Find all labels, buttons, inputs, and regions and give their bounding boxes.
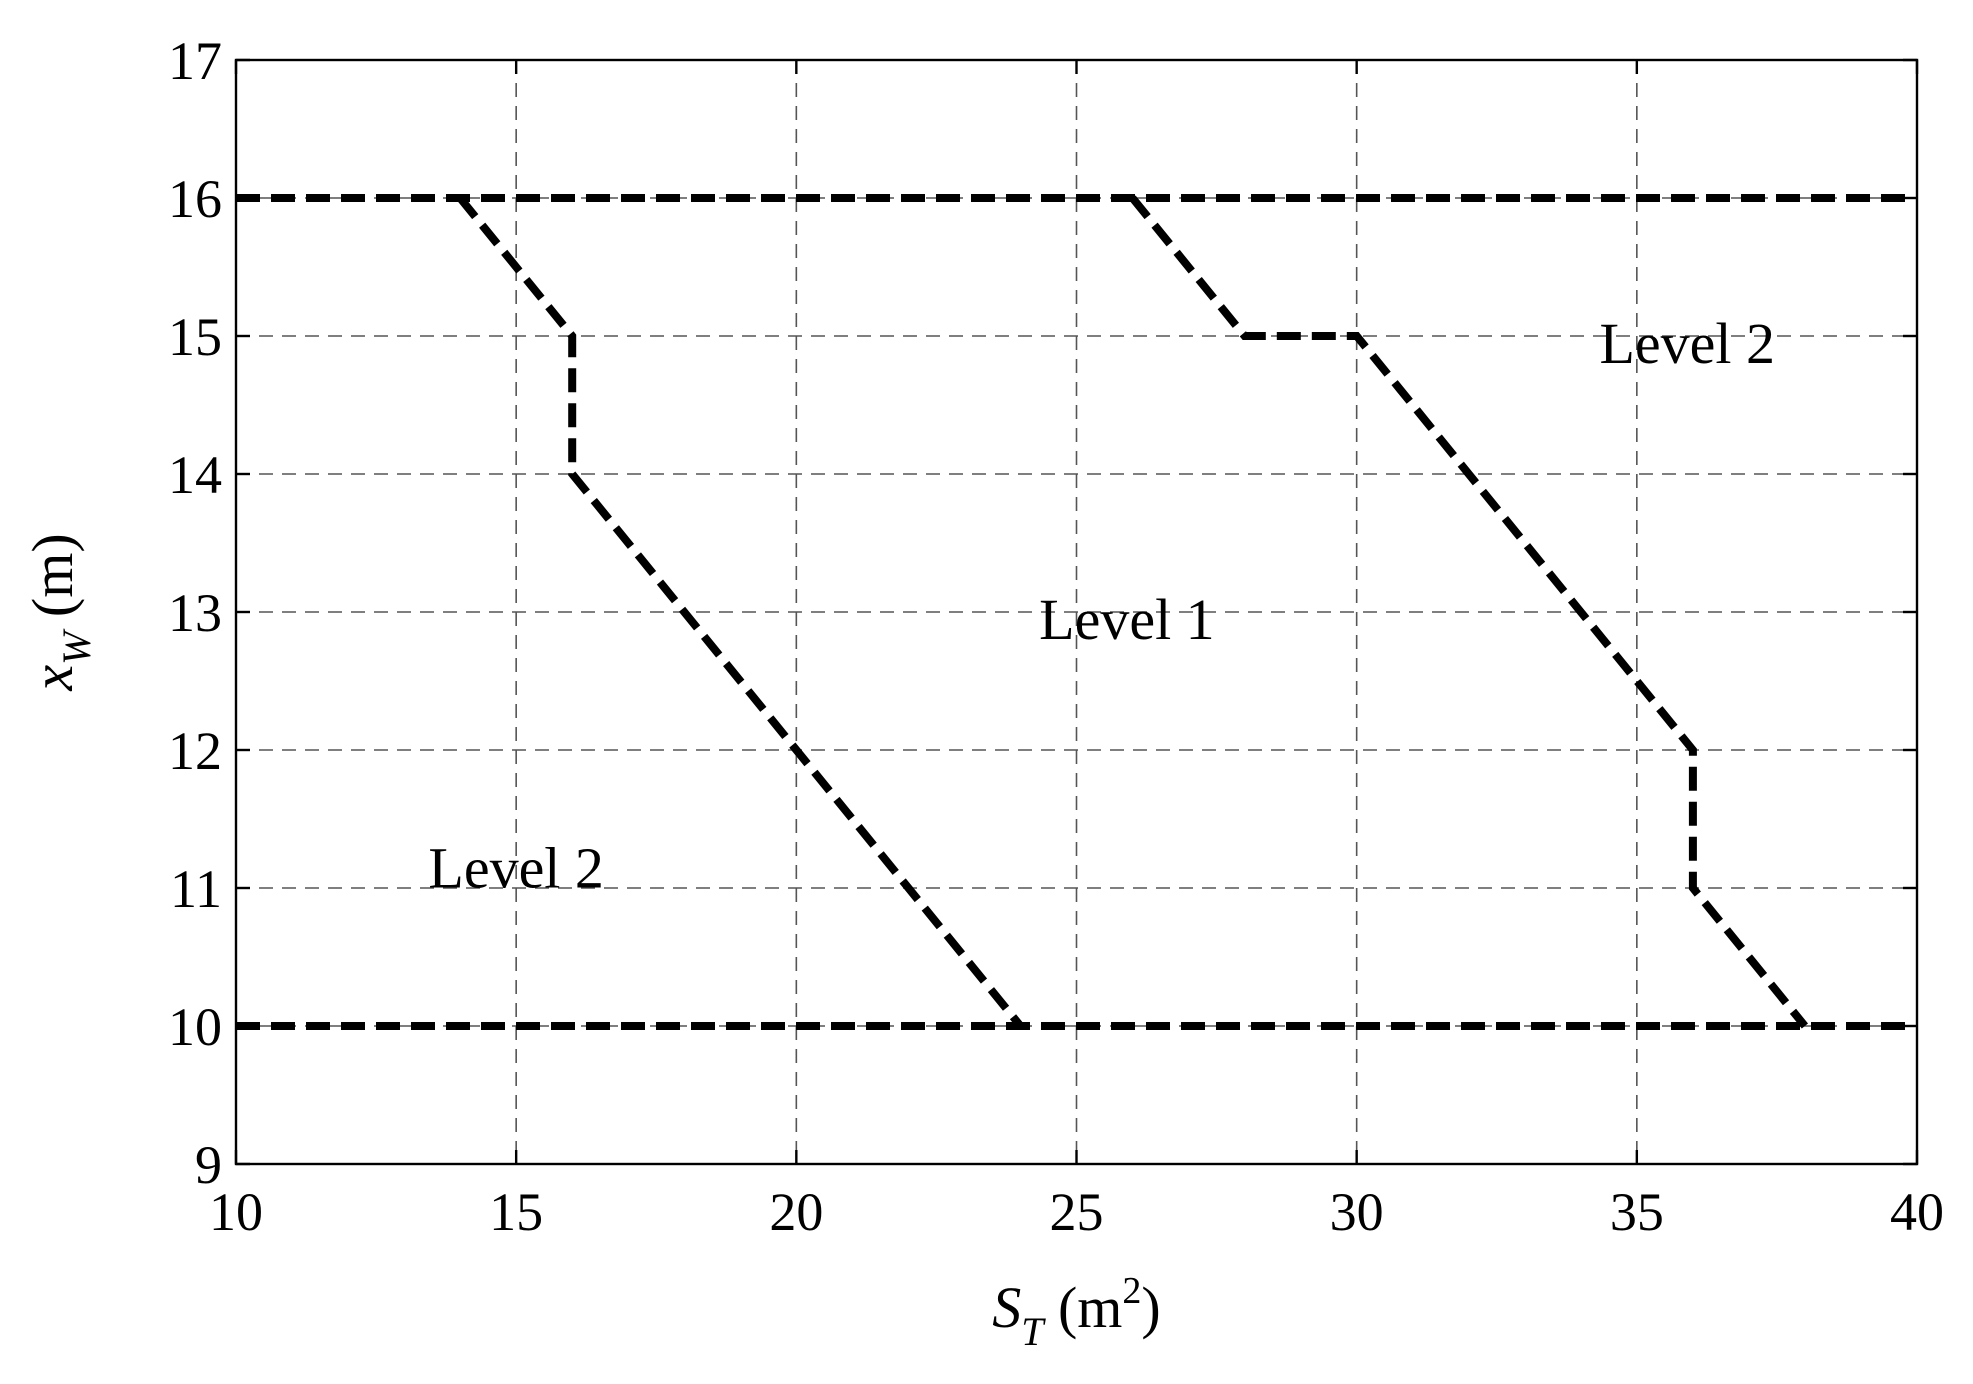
y-tick-label: 12	[168, 721, 222, 781]
x-tick-label: 10	[209, 1182, 263, 1242]
region-label: Level 1	[1039, 587, 1215, 652]
y-tick-label: 10	[168, 997, 222, 1057]
y-tick-label: 16	[168, 169, 222, 229]
x-axis-title-main: S	[992, 1275, 1021, 1340]
x-tick-label: 40	[1890, 1182, 1944, 1242]
x-axis-title-sub: T	[1021, 1309, 1046, 1354]
y-tick-label: 13	[168, 583, 222, 643]
y-axis-title-sub: W	[54, 628, 99, 665]
x-axis-title-unit-sup: 2	[1122, 1270, 1141, 1312]
y-tick-label: 15	[168, 307, 222, 367]
region-label: Level 2	[428, 835, 604, 900]
y-tick-label: 17	[168, 31, 222, 91]
y-tick-label: 11	[170, 859, 222, 919]
series-line-3	[456, 195, 1024, 1029]
tick-layer	[234, 58, 1919, 1166]
y-tick-label: 14	[168, 445, 222, 505]
series-line-4	[1129, 195, 1809, 1029]
region-label: Level 2	[1599, 311, 1775, 376]
x-tick-label: 25	[1050, 1182, 1104, 1242]
x-axis-title-unit-open: (m	[1043, 1275, 1122, 1340]
series-layer	[236, 194, 1917, 1030]
x-tick-label: 35	[1610, 1182, 1664, 1242]
y-tick-label: 9	[195, 1135, 222, 1195]
y-axis-title: xW (m)	[20, 533, 99, 691]
x-tick-label: 20	[769, 1182, 823, 1242]
y-axis-title-unit: (m)	[20, 533, 85, 631]
x-tick-label: 15	[489, 1182, 543, 1242]
y-axis-title-main: x	[20, 665, 85, 692]
x-tick-label: 30	[1330, 1182, 1384, 1242]
x-axis-title-unit-close: )	[1141, 1275, 1160, 1340]
x-axis-title: ST (m2)	[992, 1270, 1161, 1354]
